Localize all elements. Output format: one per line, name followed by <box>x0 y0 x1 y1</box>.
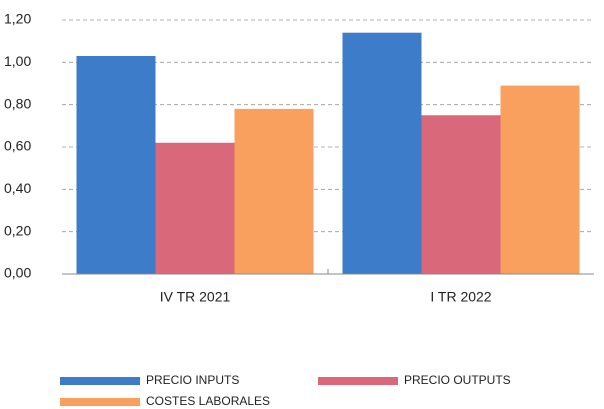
y-tick-label: 0,60 <box>4 138 31 154</box>
legend-swatch <box>318 377 398 385</box>
bar <box>76 55 156 274</box>
y-tick-label: 0,80 <box>4 95 31 111</box>
legend: PRECIO INPUTS PRECIO OUTPUTS COSTES LABORA… <box>60 373 511 408</box>
bar <box>342 32 422 275</box>
y-tick-label: 0,20 <box>4 222 31 238</box>
legend-label: COSTES LABORALES <box>146 394 270 408</box>
y-tick-label: 0,00 <box>4 265 31 281</box>
x-tick-label: I TR 2022 <box>430 289 491 305</box>
x-tick-label: IV TR 2021 <box>160 289 231 305</box>
bar <box>421 115 501 274</box>
legend-label: PRECIO INPUTS <box>146 373 239 387</box>
legend-label: PRECIO OUTPUTS <box>404 373 511 387</box>
legend-swatch <box>60 398 140 406</box>
bar <box>234 108 314 275</box>
bar <box>500 85 580 274</box>
legend-swatch <box>60 377 140 385</box>
bar <box>155 142 235 274</box>
y-tick-label: 1,00 <box>4 53 31 69</box>
y-tick-label: 0,40 <box>4 180 31 196</box>
y-tick-label: 1,20 <box>4 11 31 27</box>
